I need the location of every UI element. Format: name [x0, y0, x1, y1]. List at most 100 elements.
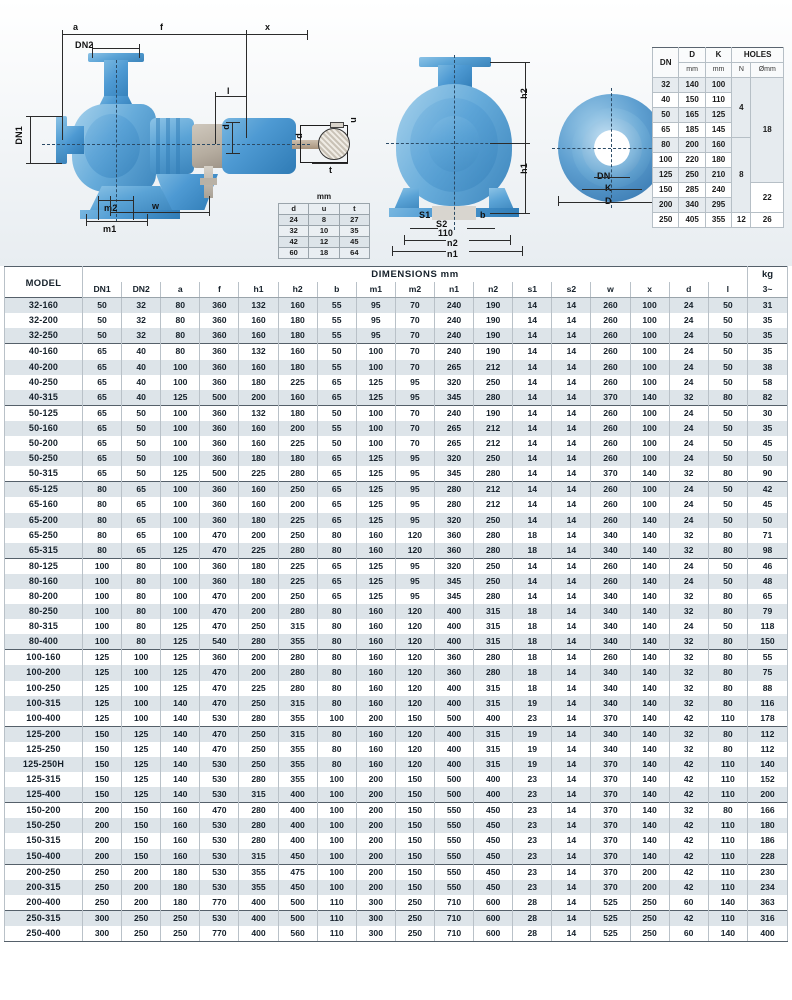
cell-dn1: 200 — [81, 802, 123, 819]
dim-m2-tick — [133, 196, 134, 220]
cell-h2: 355 — [277, 741, 318, 757]
cell-h2: 450 — [277, 879, 318, 895]
cell-l: 110 — [707, 818, 749, 834]
cell-s1: 18 — [512, 680, 553, 696]
cell-model: 125-315 — [4, 772, 83, 788]
dimensions-table-section: MODEL DIMENSIONS mm kg DN1 DN2 a f h1 h2 b m1 m2… — [0, 265, 792, 943]
cell-a: 100 — [160, 481, 201, 498]
cell-h2: 400 — [277, 818, 318, 834]
cell-x: 100 — [629, 297, 670, 314]
cell-m2: 70 — [394, 436, 435, 452]
table-row: 100-250 125 100 125 470 225 280 80 160 120 400 315 1… — [4, 680, 788, 696]
cell-m2: 95 — [394, 557, 435, 574]
cell-dn2: 80 — [121, 588, 162, 605]
flange-cell-holes-n: 8 — [731, 137, 752, 213]
cell-n2: 315 — [473, 741, 514, 757]
cell-f: 470 — [199, 619, 240, 635]
cell-m2: 95 — [394, 389, 435, 406]
cell-n1: 265 — [433, 359, 475, 375]
cell-model: 250-315 — [4, 909, 83, 927]
cell-s1: 14 — [512, 404, 553, 421]
cell-s1: 14 — [512, 436, 553, 452]
cell-kg: 48 — [747, 573, 788, 589]
cell-dn2: 80 — [121, 604, 162, 620]
cell-dn1: 125 — [81, 649, 123, 666]
dim-label-b: b — [480, 210, 486, 220]
cell-h1: 200 — [238, 665, 279, 681]
cell-l: 80 — [707, 695, 749, 711]
cell-s2: 14 — [551, 665, 592, 681]
front-horizontal-centreline — [386, 143, 528, 144]
cell-model: 125-200 — [4, 725, 83, 742]
cell-x: 100 — [629, 436, 670, 452]
cell-dn2: 125 — [121, 757, 162, 773]
header-col-s2: s2 — [551, 282, 592, 299]
cell-h2: 250 — [277, 527, 318, 543]
cell-l: 80 — [707, 649, 749, 666]
cell-a: 125 — [160, 542, 201, 559]
shaft-section-circle — [318, 128, 350, 160]
flange-row: 40 150 110 — [651, 92, 784, 108]
flange-row: 32 140 100 4 18 — [651, 77, 784, 183]
cell-b: 65 — [316, 497, 357, 513]
cell-dn1: 80 — [81, 527, 123, 543]
cell-d: 32 — [668, 588, 709, 605]
cell-a: 100 — [160, 497, 201, 513]
front-discharge-flange-shape — [419, 57, 491, 67]
cell-m1: 200 — [355, 879, 396, 895]
cell-kg: 75 — [747, 665, 788, 681]
flange-row: 80 200 160 8 — [651, 137, 784, 213]
cell-model: 100-200 — [4, 665, 83, 681]
cell-m1: 200 — [355, 802, 396, 819]
mm-cell: 12 — [308, 236, 340, 248]
cell-h1: 180 — [238, 451, 279, 467]
cell-x: 140 — [629, 512, 670, 528]
cell-d: 42 — [668, 787, 709, 803]
header-col-h2: h2 — [277, 282, 318, 299]
cell-x: 140 — [629, 649, 670, 666]
cell-kg: 31 — [747, 297, 788, 314]
cell-n2: 400 — [473, 787, 514, 803]
cell-b: 55 — [316, 328, 357, 344]
cell-l: 110 — [707, 879, 749, 895]
cell-s1: 18 — [512, 619, 553, 635]
cell-model: 50-125 — [4, 404, 83, 421]
cell-m2: 95 — [394, 466, 435, 482]
cell-n1: 400 — [433, 725, 475, 742]
cell-n1: 240 — [433, 313, 475, 329]
flange-label-d: D — [605, 196, 612, 206]
cell-w: 370 — [590, 848, 631, 865]
cell-h1: 180 — [238, 573, 279, 589]
table-row: 65-200 80 65 100 360 180 225 65 125 95 320 250 14 14 2… — [4, 512, 788, 528]
cell-w: 260 — [590, 512, 631, 528]
cell-m2: 120 — [394, 680, 435, 696]
cell-d: 32 — [668, 542, 709, 559]
cell-m1: 160 — [355, 665, 396, 681]
cell-s2: 14 — [551, 527, 592, 543]
cell-s1: 18 — [512, 665, 553, 681]
cell-model: 125-250H — [4, 757, 83, 773]
drain-collar-shape — [200, 178, 217, 185]
cell-f: 360 — [199, 404, 240, 421]
cell-h2: 400 — [277, 833, 318, 849]
cell-a: 100 — [160, 573, 201, 589]
cell-model: 80-315 — [4, 619, 83, 635]
cell-n2: 450 — [473, 802, 514, 819]
cell-d: 32 — [668, 802, 709, 819]
dim-d-tick — [226, 153, 240, 154]
cell-l: 80 — [707, 588, 749, 605]
cell-l: 110 — [707, 710, 749, 727]
cell-w: 370 — [590, 710, 631, 727]
cell-s2: 14 — [551, 757, 592, 773]
cell-m2: 95 — [394, 374, 435, 390]
cell-d: 24 — [668, 573, 709, 589]
cell-dn1: 150 — [81, 757, 123, 773]
cell-n2: 250 — [473, 451, 514, 467]
header-col-n1: n1 — [433, 282, 475, 299]
dimensions-header-col-row: DN1 DN2 a f h1 h2 b m1 m2 n1 n2 s1 s2 w x d l 3~ — [5, 282, 788, 299]
cell-n1: 710 — [433, 926, 475, 943]
cell-s1: 23 — [512, 802, 553, 819]
cell-h2: 225 — [277, 436, 318, 452]
cell-w: 370 — [590, 389, 631, 406]
cell-b: 80 — [316, 649, 357, 666]
